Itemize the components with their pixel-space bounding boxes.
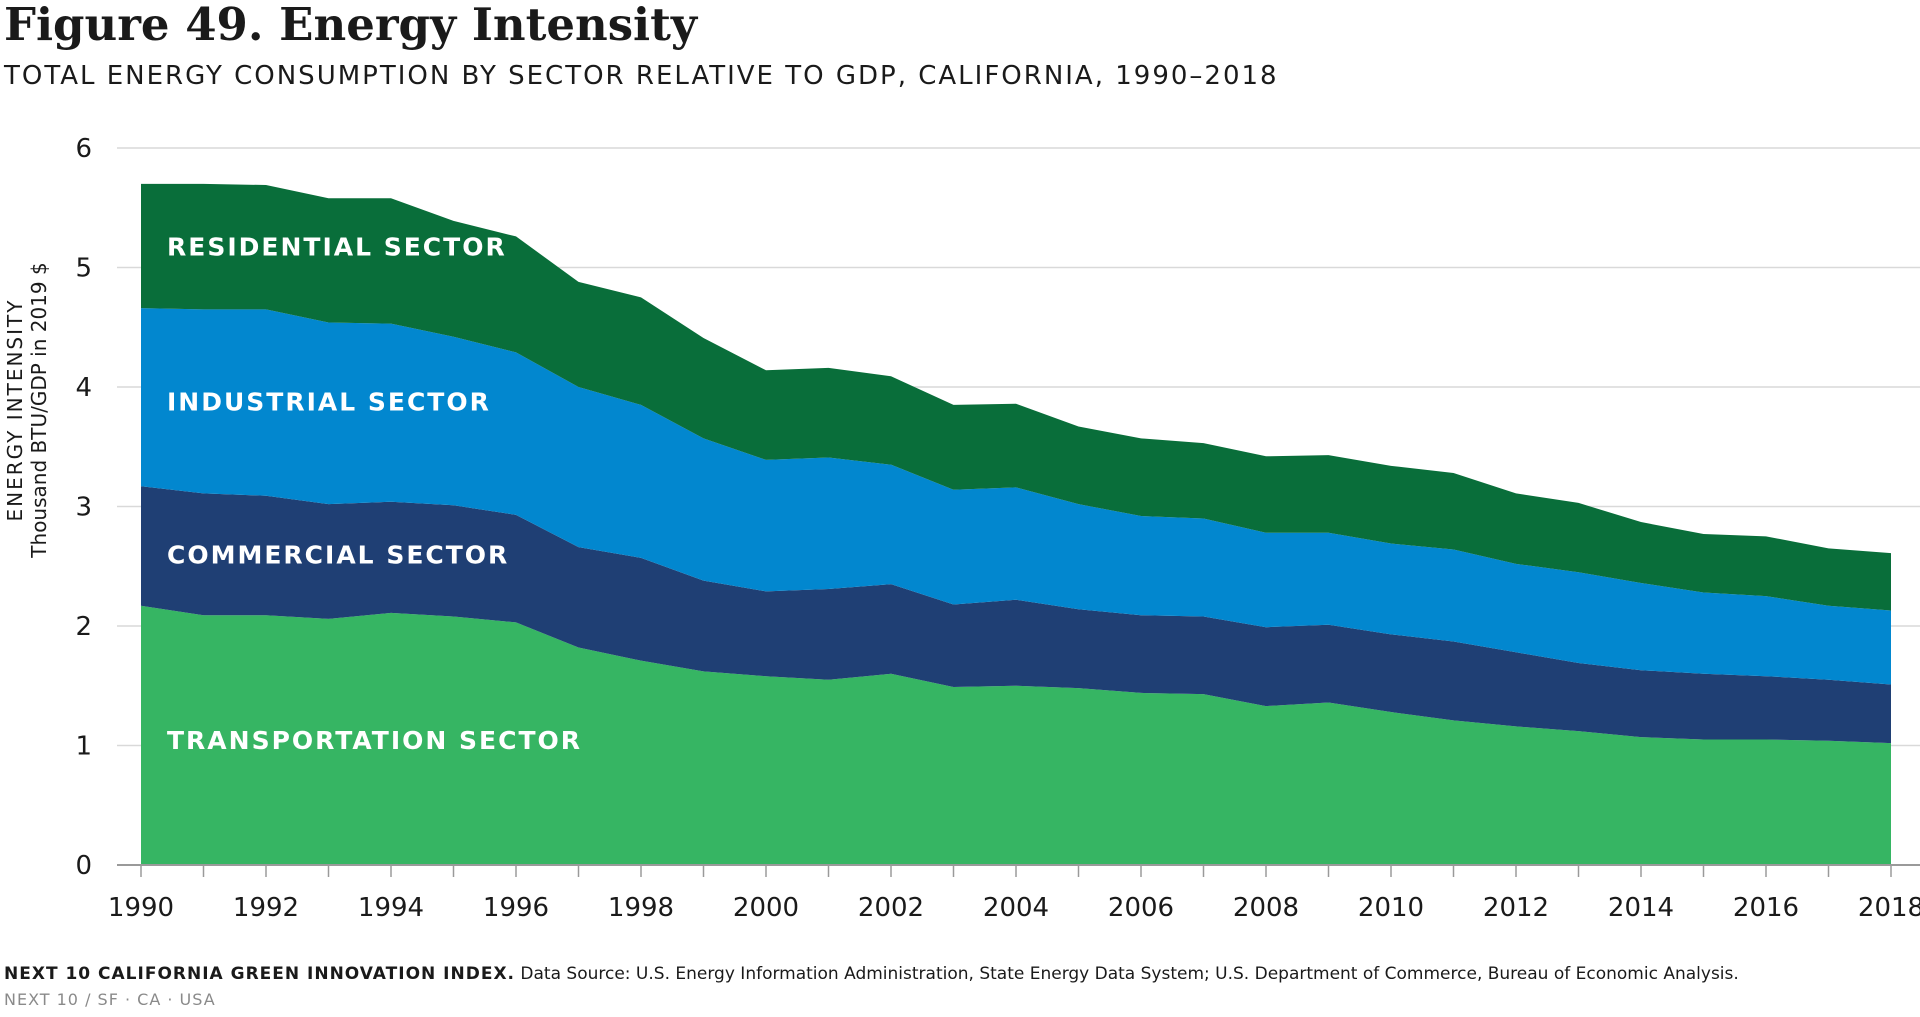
y-tick-label: 1 <box>75 732 92 762</box>
area-transportation-sector <box>141 605 1891 865</box>
x-tick-label: 2006 <box>1108 893 1174 923</box>
x-tick-label: 2000 <box>733 893 799 923</box>
x-tick-label: 1994 <box>358 893 424 923</box>
x-tick-label: 2012 <box>1483 893 1549 923</box>
x-tick-label: 1996 <box>483 893 549 923</box>
x-tick-label: 2008 <box>1233 893 1299 923</box>
source-text: Data Source: U.S. Energy Information Adm… <box>520 964 1739 984</box>
x-axis <box>117 864 1920 877</box>
series-label-industrial-sector: INDUSTRIAL SECTOR <box>167 387 491 416</box>
x-tick-label: 2002 <box>858 893 924 923</box>
area-residential-sector <box>141 183 1891 611</box>
area-industrial-sector <box>141 308 1891 685</box>
source-org: NEXT 10 CALIFORNIA GREEN INNOVATION INDE… <box>4 964 516 984</box>
y-axis-title-main: ENERGY INTENSITY <box>3 299 27 522</box>
x-tick-label: 1990 <box>108 893 174 923</box>
source-note: NEXT 10 CALIFORNIA GREEN INNOVATION INDE… <box>4 963 1739 985</box>
y-tick-label: 4 <box>75 373 92 403</box>
y-axis-title-units: Thousand BTU/GDP in 2019 $ <box>27 262 51 558</box>
series-label-transportation-sector: TRANSPORTATION SECTOR <box>167 726 582 755</box>
y-tick-label: 6 <box>75 134 92 164</box>
figure-title: Figure 49. Energy Intensity <box>4 0 698 51</box>
x-tick-label: 1992 <box>233 893 299 923</box>
x-tick-label: 1998 <box>608 893 674 923</box>
y-tick-label: 2 <box>75 612 92 642</box>
series-label-residential-sector: RESIDENTIAL SECTOR <box>167 233 507 262</box>
x-tick-label: 2016 <box>1733 893 1799 923</box>
series-labels: TRANSPORTATION SECTOR COMMERCIAL SECTOR IN… <box>167 233 582 756</box>
footer-credit: NEXT 10 / SF · CA · USA <box>4 990 216 1009</box>
x-tick-label: 2018 <box>1858 893 1920 923</box>
y-axis-title: ENERGY INTENSITY Thousand BTU/GDP in 201… <box>3 262 51 558</box>
x-tick-label: 2010 <box>1358 893 1424 923</box>
y-tick-label: 5 <box>75 254 92 284</box>
energy-intensity-chart: 0 1 2 3 4 5 6 1990 1992 1994 1996 1998 2000 2002 2004… <box>3 134 1920 923</box>
x-tick-label: 2014 <box>1608 893 1674 923</box>
y-axis-tick-labels: 0 1 2 3 4 5 6 <box>75 134 92 881</box>
area-commercial-sector <box>141 486 1891 744</box>
figure-subtitle: TOTAL ENERGY CONSUMPTION BY SECTOR RELAT… <box>4 61 1279 91</box>
series-label-commercial-sector: COMMERCIAL SECTOR <box>167 540 509 569</box>
y-tick-label: 3 <box>75 493 92 523</box>
x-tick-label: 2004 <box>983 893 1049 923</box>
stacked-areas <box>141 183 1891 865</box>
y-tick-label: 0 <box>75 851 92 881</box>
x-axis-tick-labels: 1990 1992 1994 1996 1998 2000 2002 2004 2006 2008… <box>108 893 1920 923</box>
